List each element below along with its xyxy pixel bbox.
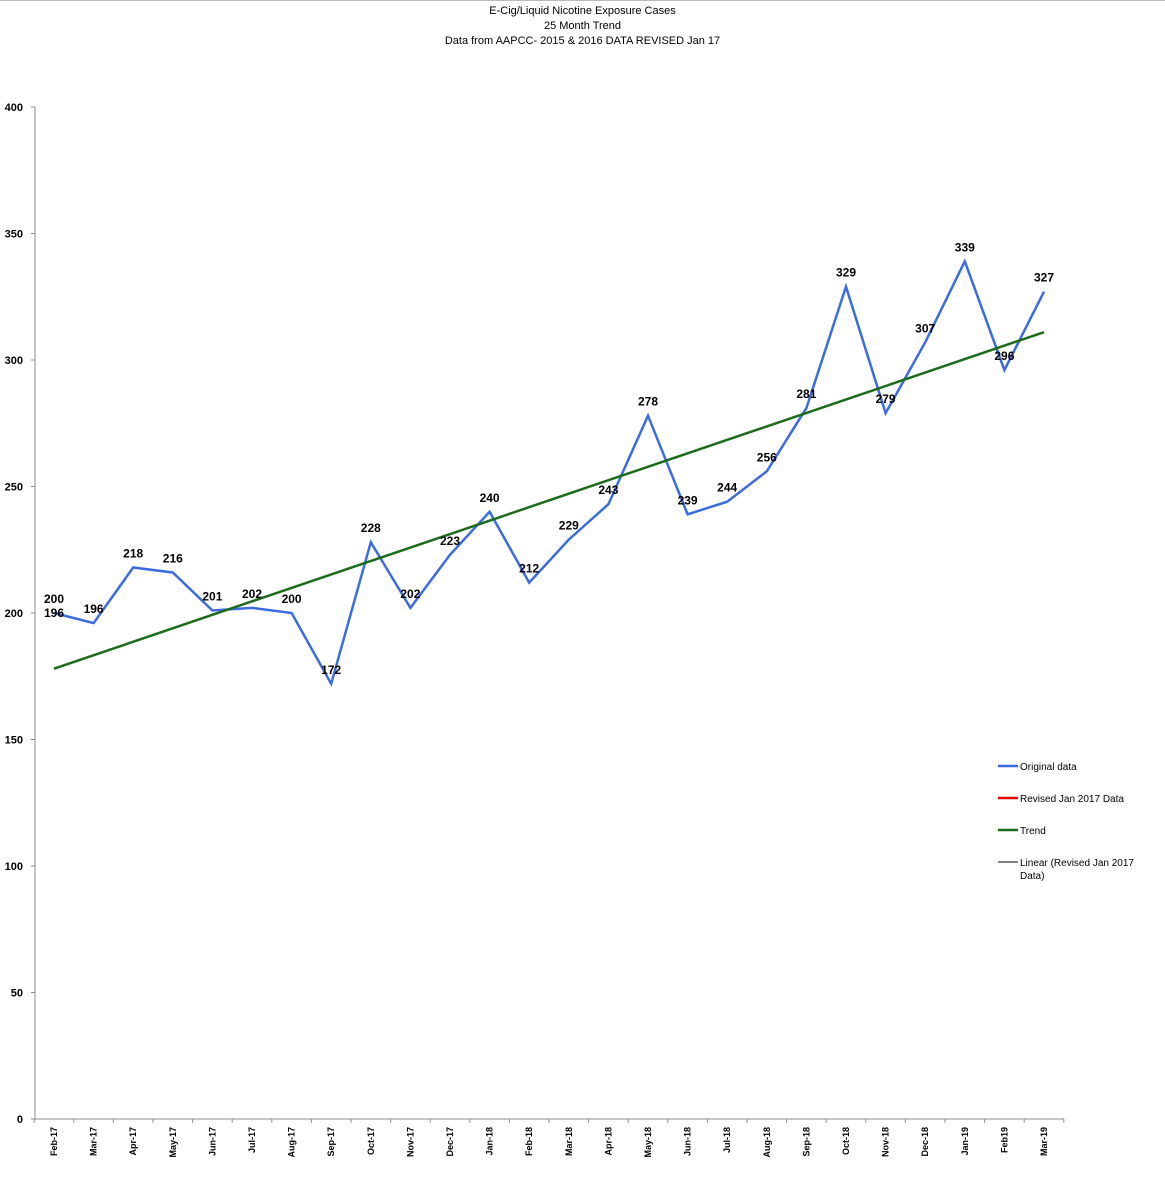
x-tick-label: Mar-18	[564, 1127, 574, 1156]
x-tick-label: Aug-18	[762, 1127, 772, 1158]
y-tick-label: 250	[5, 482, 23, 494]
data-label: 278	[638, 395, 658, 409]
legend-label: Trend	[1020, 826, 1046, 837]
data-label: 228	[361, 521, 381, 535]
title-line-3: Data from AAPCC- 2015 & 2016 DATA REVISE…	[444, 35, 721, 47]
x-tick-label: Mar-17	[89, 1127, 99, 1156]
x-tick-label: Nov-18	[881, 1127, 891, 1157]
data-label: 279	[876, 392, 896, 406]
data-label: 223	[440, 534, 460, 548]
title-line-2: 25 Month Trend	[543, 20, 622, 32]
x-tick-label: Jun-18	[683, 1127, 693, 1156]
chart-title: E-Cig/Liquid Nicotine Exposure Cases 25 …	[0, 4, 1165, 49]
data-label: 329	[836, 266, 856, 280]
x-tick-label: Jul-17	[247, 1127, 257, 1153]
data-label: 196	[84, 602, 104, 616]
data-label: 200	[44, 592, 64, 606]
x-tick-label: Dec-18	[920, 1127, 930, 1157]
data-label: 339	[955, 240, 975, 254]
data-label: 196	[44, 606, 64, 620]
x-tick-label: Aug-17	[287, 1127, 297, 1158]
x-tick-label: Nov-17	[405, 1127, 415, 1157]
data-label: 239	[678, 493, 698, 507]
data-label: 202	[242, 587, 262, 601]
y-tick-label: 350	[5, 229, 23, 241]
data-label: 244	[717, 481, 737, 495]
data-label: 201	[202, 589, 222, 603]
data-label: 216	[163, 552, 183, 566]
data-label: 243	[598, 483, 618, 497]
data-label: 307	[915, 321, 935, 335]
y-tick-label: 100	[5, 861, 23, 873]
series-original-data-line	[53, 258, 1046, 688]
data-label: 172	[321, 663, 341, 677]
legend-label: Revised Jan 2017 Data	[1020, 794, 1124, 805]
legend-label: Linear (Revised Jan 2017 Data)	[1020, 858, 1134, 882]
data-label: 296	[994, 349, 1014, 363]
x-tick-label: May-18	[643, 1127, 653, 1158]
x-tick-label: Jul-18	[722, 1127, 732, 1153]
data-label: 256	[757, 450, 777, 464]
y-tick-label: 50	[11, 988, 23, 1000]
x-tick-label: Dec-17	[445, 1127, 455, 1157]
x-tick-label: Sep-18	[801, 1127, 811, 1157]
y-tick-label: 150	[5, 735, 23, 747]
data-label: 202	[400, 587, 420, 601]
x-tick-label: Jun-17	[207, 1127, 217, 1156]
data-label: 229	[559, 519, 579, 533]
x-tick-label: Jan-18	[485, 1127, 495, 1156]
data-label: 281	[796, 387, 816, 401]
data-label: 327	[1034, 271, 1054, 285]
x-tick-label: Feb19	[999, 1127, 1009, 1153]
data-label: 240	[480, 491, 500, 505]
x-tick-label: May-17	[168, 1127, 178, 1158]
x-tick-label: Apr-18	[603, 1127, 613, 1156]
x-tick-label: Oct-18	[841, 1127, 851, 1155]
x-tick-label: Feb-17	[49, 1127, 59, 1156]
y-tick-label: 0	[17, 1114, 23, 1126]
x-tick-label: Jan-19	[960, 1127, 970, 1156]
x-tick-label: Feb-18	[524, 1127, 534, 1156]
legend-label: Original data	[1020, 762, 1077, 773]
x-tick-label: Apr-17	[128, 1127, 138, 1156]
y-tick-label: 400	[5, 102, 23, 114]
top-border	[0, 0, 1165, 1]
y-tick-label: 200	[5, 608, 23, 620]
data-label: 212	[519, 562, 539, 576]
data-label: 200	[282, 592, 302, 606]
title-line-1: E-Cig/Liquid Nicotine Exposure Cases	[489, 5, 676, 17]
x-tick-label: Oct-17	[366, 1127, 376, 1155]
y-tick-label: 300	[5, 355, 23, 367]
x-tick-label: Sep-17	[326, 1127, 336, 1157]
data-label: 218	[123, 546, 143, 560]
series-trend-line	[53, 330, 1045, 670]
x-tick-label: Mar-19	[1039, 1127, 1049, 1156]
